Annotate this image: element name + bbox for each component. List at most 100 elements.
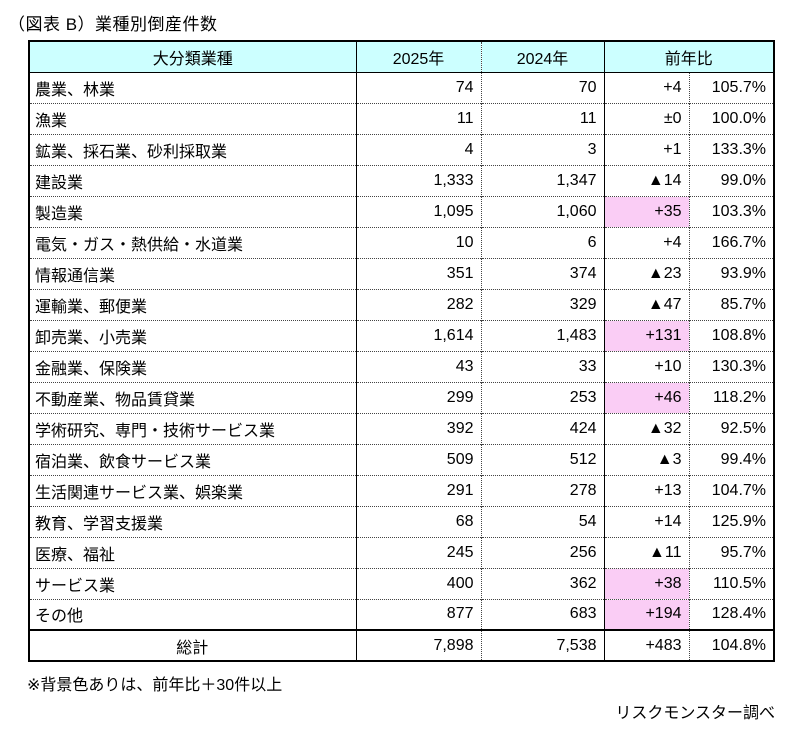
ratio-cell: 99.4%	[689, 443, 775, 475]
industry-cell: 医療、福祉	[29, 536, 357, 568]
total-row: 総計 7,898 7,538 +483 104.8%	[29, 629, 775, 661]
y2025-cell: 392	[356, 412, 482, 444]
industry-cell: その他	[29, 598, 357, 630]
diff-cell: ▲32	[604, 412, 690, 444]
y2024-cell: 253	[481, 381, 605, 413]
ratio-cell: 100.0%	[689, 102, 775, 134]
y2025-cell: 11	[356, 102, 482, 134]
diff-cell: ▲11	[604, 536, 690, 568]
y2025-cell: 877	[356, 598, 482, 630]
industry-cell: 卸売業、小売業	[29, 319, 357, 351]
y2025-cell: 10	[356, 226, 482, 258]
ratio-cell: 105.7%	[689, 71, 775, 103]
y2024-cell: 278	[481, 474, 605, 506]
y2025-cell: 1,333	[356, 164, 482, 196]
y2025-cell: 299	[356, 381, 482, 413]
y2024-cell: 424	[481, 412, 605, 444]
table-row: 鉱業、採石業、砂利採取業 4 3 +1 133.3%	[29, 133, 775, 165]
table-row: 学術研究、専門・技術サービス業 392 424 ▲32 92.5%	[29, 412, 775, 444]
y2025-cell: 400	[356, 567, 482, 599]
diff-cell: ±0	[604, 102, 690, 134]
y2024-cell: 362	[481, 567, 605, 599]
diff-cell: +4	[604, 71, 690, 103]
ratio-cell: 110.5%	[689, 567, 775, 599]
y2025-cell: 68	[356, 505, 482, 537]
y2024-cell: 374	[481, 257, 605, 289]
source-credit: リスクモンスター調べ	[615, 705, 775, 722]
y2024-cell: 512	[481, 443, 605, 475]
total-y2025-cell: 7,898	[356, 629, 482, 661]
ratio-cell: 125.9%	[689, 505, 775, 537]
diff-cell: +4	[604, 226, 690, 258]
y2024-cell: 6	[481, 226, 605, 258]
table-row: 製造業 1,095 1,060 +35 103.3%	[29, 195, 775, 227]
total-diff-cell: +483	[604, 629, 690, 661]
diff-cell: +194	[604, 598, 690, 630]
ratio-cell: 99.0%	[689, 164, 775, 196]
y2025-cell: 245	[356, 536, 482, 568]
table-row: 金融業、保険業 43 33 +10 130.3%	[29, 350, 775, 382]
ratio-cell: 118.2%	[689, 381, 775, 413]
table-row: 情報通信業 351 374 ▲23 93.9%	[29, 257, 775, 289]
y2024-cell: 1,060	[481, 195, 605, 227]
diff-cell: ▲47	[604, 288, 690, 320]
total-y2024-cell: 7,538	[481, 629, 605, 661]
industry-cell: 電気・ガス・熱供給・水道業	[29, 226, 357, 258]
table-row: 不動産業、物品賃貸業 299 253 +46 118.2%	[29, 381, 775, 413]
diff-cell: +13	[604, 474, 690, 506]
ratio-cell: 128.4%	[689, 598, 775, 630]
industry-cell: 鉱業、採石業、砂利採取業	[29, 133, 357, 165]
y2025-cell: 351	[356, 257, 482, 289]
diff-cell: +10	[604, 350, 690, 382]
ratio-cell: 92.5%	[689, 412, 775, 444]
ratio-cell: 85.7%	[689, 288, 775, 320]
ratio-cell: 104.7%	[689, 474, 775, 506]
y2024-cell: 3	[481, 133, 605, 165]
y2025-cell: 291	[356, 474, 482, 506]
header-2024: 2024年	[481, 41, 605, 73]
diff-cell: +38	[604, 567, 690, 599]
table-row: 宿泊業、飲食サービス業 509 512 ▲3 99.4%	[29, 443, 775, 475]
industry-cell: 製造業	[29, 195, 357, 227]
bankruptcy-by-industry-table: 大分類業種 2025年 2024年 前年比 農業、林業 74 70 +4 105…	[28, 40, 776, 662]
diff-cell: ▲23	[604, 257, 690, 289]
total-label: 総計	[29, 629, 357, 661]
industry-cell: 運輸業、郵便業	[29, 288, 357, 320]
header-yoy: 前年比	[604, 41, 775, 73]
diff-cell: ▲3	[604, 443, 690, 475]
industry-cell: 建設業	[29, 164, 357, 196]
diff-cell: +46	[604, 381, 690, 413]
ratio-cell: 95.7%	[689, 536, 775, 568]
y2024-cell: 256	[481, 536, 605, 568]
table-row: 電気・ガス・熱供給・水道業 10 6 +4 166.7%	[29, 226, 775, 258]
y2025-cell: 74	[356, 71, 482, 103]
bankruptcy-table-container: 大分類業種 2025年 2024年 前年比 農業、林業 74 70 +4 105…	[28, 40, 776, 662]
ratio-cell: 93.9%	[689, 257, 775, 289]
table-row: 卸売業、小売業 1,614 1,483 +131 108.8%	[29, 319, 775, 351]
diff-cell: ▲14	[604, 164, 690, 196]
y2024-cell: 683	[481, 598, 605, 630]
ratio-cell: 166.7%	[689, 226, 775, 258]
ratio-cell: 133.3%	[689, 133, 775, 165]
header-industry: 大分類業種	[29, 41, 357, 73]
table-row: 教育、学習支援業 68 54 +14 125.9%	[29, 505, 775, 537]
industry-cell: 農業、林業	[29, 71, 357, 103]
header-row: 大分類業種 2025年 2024年 前年比	[29, 41, 775, 73]
industry-cell: 学術研究、専門・技術サービス業	[29, 412, 357, 444]
y2024-cell: 1,483	[481, 319, 605, 351]
diff-cell: +131	[604, 319, 690, 351]
y2025-cell: 509	[356, 443, 482, 475]
industry-cell: 情報通信業	[29, 257, 357, 289]
y2025-cell: 282	[356, 288, 482, 320]
y2025-cell: 4	[356, 133, 482, 165]
industry-cell: サービス業	[29, 567, 357, 599]
y2024-cell: 1,347	[481, 164, 605, 196]
industry-cell: 金融業、保険業	[29, 350, 357, 382]
y2024-cell: 70	[481, 71, 605, 103]
industry-cell: 生活関連サービス業、娯楽業	[29, 474, 357, 506]
diff-cell: +1	[604, 133, 690, 165]
table-row: 運輸業、郵便業 282 329 ▲47 85.7%	[29, 288, 775, 320]
y2025-cell: 1,614	[356, 319, 482, 351]
table-row: 建設業 1,333 1,347 ▲14 99.0%	[29, 164, 775, 196]
y2024-cell: 329	[481, 288, 605, 320]
